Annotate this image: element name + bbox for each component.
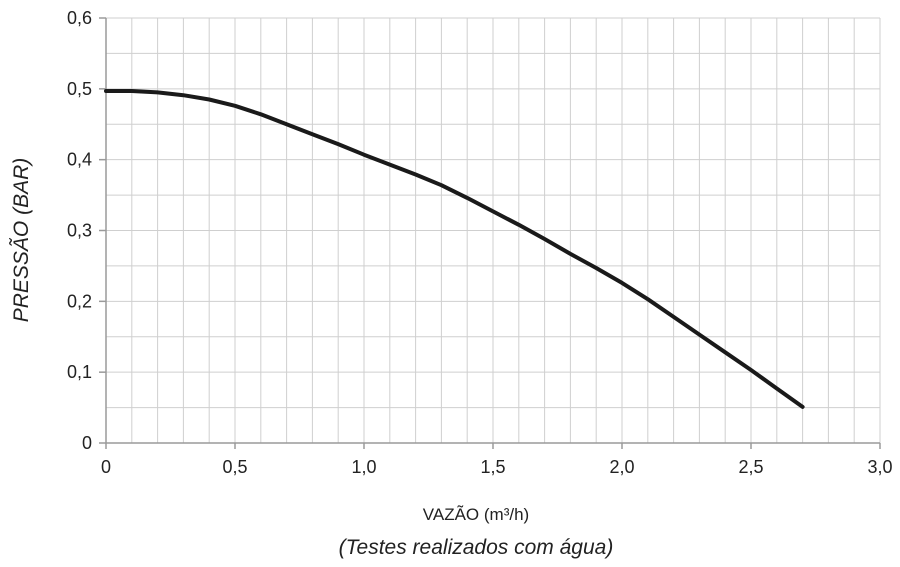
x-tick-label: 2,5 — [738, 457, 763, 477]
x-tick-label: 1,0 — [351, 457, 376, 477]
x-tick-label: 3,0 — [867, 457, 892, 477]
axes — [99, 17, 881, 449]
tick-labels: 0 0,5 1,0 1,5 2,0 2,5 3,0 0 0,1 0,2 0,3 0,4 0,5 0,6 — [67, 8, 893, 477]
y-tick-label: 0,1 — [67, 362, 92, 382]
y-tick-label: 0,3 — [67, 221, 92, 241]
y-tick-label: 0 — [82, 433, 92, 453]
y-axis-title: PRESSÃO (BAR) — [9, 158, 33, 323]
x-tick-label: 0 — [101, 457, 111, 477]
x-tick-label: 0,5 — [222, 457, 247, 477]
y-tick-label: 0,6 — [67, 8, 92, 28]
y-tick-label: 0,4 — [67, 150, 92, 170]
chart-note: (Testes realizados com água) — [339, 536, 614, 559]
grid — [105, 17, 881, 444]
y-tick-label: 0,2 — [67, 291, 92, 311]
x-axis-title: VAZÃO (m³/h) — [423, 505, 529, 524]
series-group — [104, 89, 805, 409]
series-line — [104, 89, 805, 409]
x-tick-label: 2,0 — [609, 457, 634, 477]
x-tick-label: 1,5 — [480, 457, 505, 477]
y-tick-label: 0,5 — [67, 79, 92, 99]
